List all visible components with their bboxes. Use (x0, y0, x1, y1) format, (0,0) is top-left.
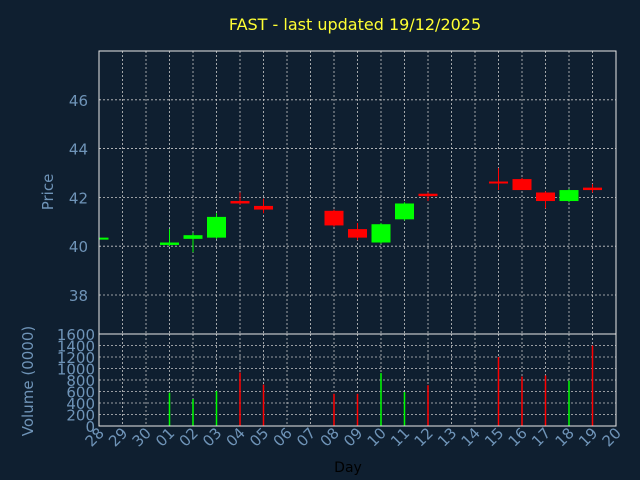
candle (183, 232, 203, 253)
price-tick-label: 40 (69, 238, 88, 256)
candle-body (183, 235, 203, 239)
volume-bar (497, 357, 500, 426)
candle (395, 202, 414, 221)
candle (418, 192, 438, 202)
volume-bar (239, 372, 241, 426)
volume-tick-label: 1600 (57, 326, 95, 344)
day-tick-label: 08 (317, 424, 343, 450)
day-tick-label: 20 (599, 424, 625, 450)
price-tick-label: 46 (69, 92, 88, 110)
volume-bar (568, 380, 570, 426)
day-tick-label: 15 (481, 424, 507, 450)
day-tick-label: 06 (270, 424, 296, 450)
candle-body (536, 192, 555, 202)
chart-title: FAST - last updated 19/12/2025 (229, 15, 481, 34)
candle-body (489, 181, 508, 184)
volume-bar (403, 392, 406, 426)
candle (254, 198, 273, 214)
volume-bar (168, 392, 171, 426)
volume-frame (98, 333, 617, 427)
price-tick-label: 44 (69, 141, 88, 159)
volume-bar (427, 385, 429, 426)
volume-tick-label: 1000 (57, 361, 95, 379)
price-panel: 38 40 42 44 46 (69, 50, 617, 335)
volume-tick-label: 1200 (57, 349, 95, 367)
candle-body (324, 210, 344, 226)
volume-tick-label: 800 (66, 372, 95, 390)
candle-body (160, 242, 179, 245)
day-tick-label: 12 (411, 424, 437, 450)
candle-body (348, 229, 367, 238)
candle-body (395, 203, 414, 220)
candle (512, 177, 532, 191)
volume-bar (521, 376, 523, 426)
volume-tick-label: 200 (66, 407, 95, 425)
day-tick-label: 11 (387, 424, 413, 450)
day-tick-label: 30 (129, 424, 155, 450)
candle-body (99, 237, 109, 240)
day-tick-label: 05 (246, 424, 272, 450)
candle-body (583, 187, 602, 191)
volume-panel: 0200400600800100012001400160028293001020… (57, 326, 625, 450)
volume-bar (262, 384, 265, 426)
candle (324, 209, 344, 227)
volume-bar (591, 345, 594, 426)
day-tick-label: 13 (434, 424, 460, 450)
volume-bar (380, 373, 382, 426)
candle (536, 191, 555, 209)
price-tick-label: 42 (69, 189, 88, 207)
volume-tick-label: 1400 (57, 338, 95, 356)
candle-body (512, 179, 532, 191)
day-tick-label: 07 (293, 424, 319, 450)
volume-bar (356, 393, 359, 426)
day-tick-label: 10 (364, 424, 390, 450)
day-tick-label: 04 (223, 424, 249, 450)
candle-body (207, 216, 226, 238)
volume-bar (333, 393, 335, 426)
volume-tick-label: 400 (66, 395, 95, 413)
volume-bar (544, 375, 547, 426)
volume-bar (215, 390, 218, 426)
day-tick-label: 02 (176, 424, 202, 450)
volume-axis-label: Volume (0000) (19, 326, 37, 436)
price-axis-label: Price (39, 174, 57, 211)
candle-body (418, 193, 438, 197)
x-axis-label: Day (334, 460, 362, 476)
candle (489, 168, 508, 191)
volume-tick-label: 0 (85, 418, 95, 436)
day-tick-label: 09 (340, 424, 366, 450)
candle (559, 188, 579, 203)
candle (98, 236, 109, 240)
candle-body (559, 190, 579, 202)
candle (583, 183, 602, 193)
candle (348, 222, 367, 241)
candle (207, 213, 226, 239)
candle-body (254, 205, 273, 210)
day-tick-label: 29 (105, 424, 131, 450)
price-tick-label: 38 (69, 287, 88, 305)
candle-body (371, 224, 391, 243)
candle (160, 229, 179, 247)
day-tick-label: 01 (152, 424, 178, 450)
day-tick-label: 19 (575, 424, 601, 450)
candle-body (230, 201, 250, 204)
day-tick-label: 18 (552, 424, 578, 450)
day-tick-label: 16 (505, 424, 531, 450)
candle (371, 222, 391, 244)
day-tick-label: 03 (199, 424, 225, 450)
candle (230, 192, 250, 205)
day-tick-label: 17 (528, 424, 554, 450)
volume-bar (192, 398, 194, 426)
volume-tick-label: 600 (66, 384, 95, 402)
day-tick-label: 14 (458, 424, 484, 450)
